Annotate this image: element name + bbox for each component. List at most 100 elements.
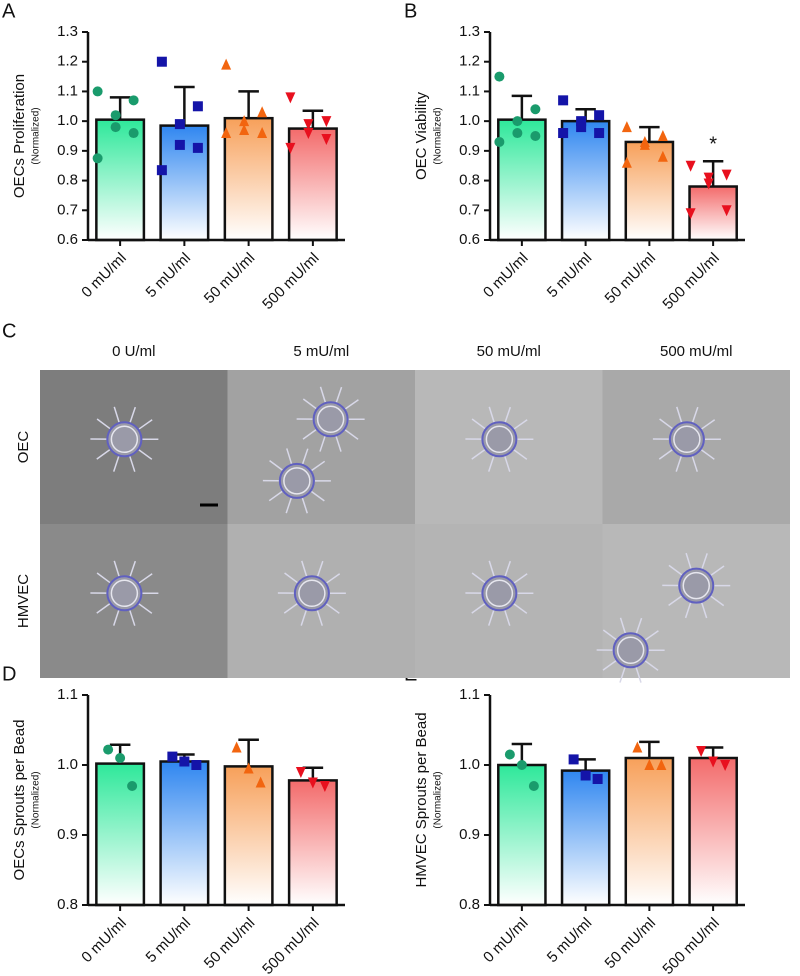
data-point bbox=[156, 165, 167, 176]
sprout bbox=[326, 573, 341, 584]
data-point bbox=[174, 139, 185, 150]
bead bbox=[612, 632, 649, 669]
bead bbox=[481, 575, 518, 612]
sprout bbox=[644, 630, 659, 641]
sprout bbox=[138, 449, 153, 460]
data-point bbox=[568, 754, 579, 765]
bead-highlight bbox=[616, 636, 645, 665]
y-tick-label: 1.0 bbox=[57, 756, 78, 773]
sprout bbox=[310, 490, 325, 502]
bead-highlight bbox=[673, 425, 701, 454]
data-point bbox=[167, 751, 178, 762]
data-point bbox=[657, 130, 668, 141]
data-point bbox=[494, 136, 505, 147]
data-point bbox=[128, 128, 139, 139]
data-point bbox=[115, 753, 126, 763]
data-point bbox=[696, 746, 707, 757]
bead bbox=[106, 575, 143, 612]
data-point bbox=[657, 150, 668, 162]
sprout bbox=[283, 603, 298, 614]
sprout bbox=[129, 456, 136, 472]
sprout bbox=[96, 449, 111, 460]
sprout bbox=[513, 449, 528, 460]
y-tick-label: 1.1 bbox=[459, 686, 480, 703]
y-tick-label: 0.8 bbox=[459, 896, 480, 913]
sprout bbox=[668, 564, 683, 576]
sprout bbox=[668, 595, 683, 607]
data-point bbox=[231, 741, 242, 753]
sprout bbox=[691, 456, 698, 472]
data-point bbox=[127, 781, 138, 791]
data-point bbox=[295, 767, 306, 778]
x-tick-label: 0 mU/ml bbox=[480, 250, 532, 302]
data-point bbox=[721, 169, 732, 181]
sprout bbox=[513, 419, 528, 430]
sprout bbox=[684, 602, 692, 619]
bead-highlight bbox=[682, 571, 710, 600]
x-tick-label: 500 mU/ml bbox=[659, 915, 722, 976]
y-tick-label: 1.1 bbox=[459, 82, 480, 99]
x-tick-label: 5 mU/ml bbox=[544, 915, 596, 967]
sprout bbox=[487, 456, 495, 472]
data-point bbox=[303, 119, 314, 131]
panel-label: C bbox=[2, 320, 16, 342]
data-point bbox=[307, 777, 318, 789]
panel-label: B bbox=[404, 0, 417, 22]
data-point bbox=[321, 133, 332, 145]
sprout bbox=[112, 610, 120, 626]
data-point bbox=[221, 127, 232, 139]
bead-highlight bbox=[283, 467, 311, 495]
data-point bbox=[174, 119, 185, 130]
sprout bbox=[658, 449, 673, 460]
sprout bbox=[302, 429, 317, 440]
data-point bbox=[257, 106, 268, 118]
data-point bbox=[558, 128, 569, 139]
bead-highlight bbox=[485, 579, 514, 608]
bead bbox=[668, 421, 705, 458]
data-point bbox=[239, 115, 250, 127]
data-point bbox=[594, 128, 605, 139]
sprout bbox=[619, 617, 626, 634]
sprout bbox=[286, 448, 293, 464]
sprout bbox=[675, 456, 682, 472]
sprout bbox=[619, 667, 626, 683]
sprout bbox=[301, 497, 308, 514]
sprout bbox=[129, 610, 136, 626]
y-tick-label: 1.2 bbox=[57, 53, 78, 70]
data-point bbox=[594, 110, 605, 121]
sprout bbox=[129, 560, 137, 577]
x-tick-label: 50 mU/ml bbox=[201, 250, 258, 307]
x-tick-label: 0 mU/ml bbox=[78, 915, 130, 967]
data-point bbox=[319, 781, 330, 792]
data-point bbox=[303, 128, 314, 140]
data-point bbox=[321, 116, 332, 128]
sprout bbox=[513, 573, 528, 584]
sprout bbox=[701, 602, 708, 619]
bead-highlight bbox=[298, 579, 326, 608]
data-point bbox=[558, 95, 569, 106]
data-point bbox=[512, 116, 523, 127]
sprout bbox=[285, 497, 292, 514]
data-point bbox=[255, 776, 266, 788]
data-point bbox=[221, 58, 232, 70]
data-point bbox=[285, 92, 296, 104]
column-label: 0 U/ml bbox=[112, 343, 155, 360]
data-point bbox=[576, 122, 587, 133]
sprout bbox=[301, 448, 309, 465]
y-tick-label: 1.0 bbox=[459, 756, 480, 773]
sprout bbox=[335, 386, 343, 403]
x-tick-label: 0 mU/ml bbox=[480, 915, 532, 967]
y-tick-label: 0.6 bbox=[57, 231, 78, 248]
data-point bbox=[721, 205, 732, 217]
sprout bbox=[316, 560, 324, 577]
y-axis-label: OECs Sprouts per Bead bbox=[11, 720, 28, 881]
sprout bbox=[300, 610, 307, 626]
bead bbox=[278, 462, 315, 499]
panel-label: D bbox=[2, 663, 16, 685]
x-tick-label: 500 mU/ml bbox=[659, 250, 722, 313]
sprout bbox=[700, 449, 715, 460]
sprout bbox=[113, 560, 120, 577]
data-point bbox=[708, 756, 719, 768]
data-point bbox=[656, 759, 667, 770]
data-point bbox=[92, 86, 103, 97]
